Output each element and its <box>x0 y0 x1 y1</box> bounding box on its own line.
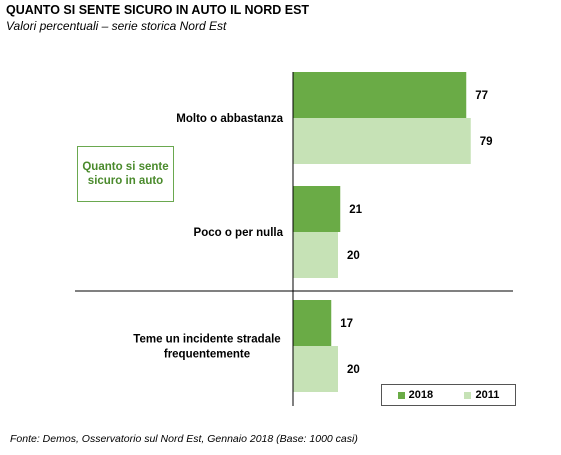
chart-subtitle: Valori percentuali – serie storica Nord … <box>6 19 227 33</box>
category-label: frequentemente <box>164 349 250 361</box>
callout-line-1: Quanto si sente <box>82 161 169 173</box>
category-label: Molto o abbastanza <box>176 113 283 125</box>
legend-item-2011: 2011 <box>464 389 499 401</box>
legend-label-2011: 2011 <box>475 389 500 401</box>
legend: 2018 2011 <box>381 384 516 406</box>
callout-line-2: sicuro in auto <box>87 175 164 187</box>
value-label-2018: 77 <box>475 90 488 102</box>
bar-2018 <box>293 300 332 346</box>
legend-swatch-2011 <box>464 391 472 399</box>
bar-2018 <box>293 186 341 232</box>
value-label-2011: 20 <box>347 250 360 262</box>
bar-2011 <box>293 346 338 392</box>
legend-item-2018: 2018 <box>397 389 434 401</box>
value-label-2011: 79 <box>480 136 493 148</box>
category-label: Poco o per nulla <box>194 227 284 239</box>
chart-title: QUANTO SI SENTE SICURO IN AUTO IL NORD E… <box>6 3 310 17</box>
bar-2011 <box>293 118 471 164</box>
value-label-2018: 21 <box>349 204 362 216</box>
legend-label-2018: 2018 <box>408 389 434 401</box>
category-label: Teme un incidente stradale <box>133 334 280 346</box>
bar-2018 <box>293 72 467 118</box>
source-note: Fonte: Demos, Osservatorio sul Nord Est,… <box>10 433 358 445</box>
callout-box: Quanto si sente sicuro in auto <box>77 146 174 202</box>
bar-2011 <box>293 232 338 278</box>
legend-swatch-2018 <box>397 391 405 399</box>
value-label-2018: 17 <box>340 318 353 330</box>
value-label-2011: 20 <box>347 364 360 376</box>
